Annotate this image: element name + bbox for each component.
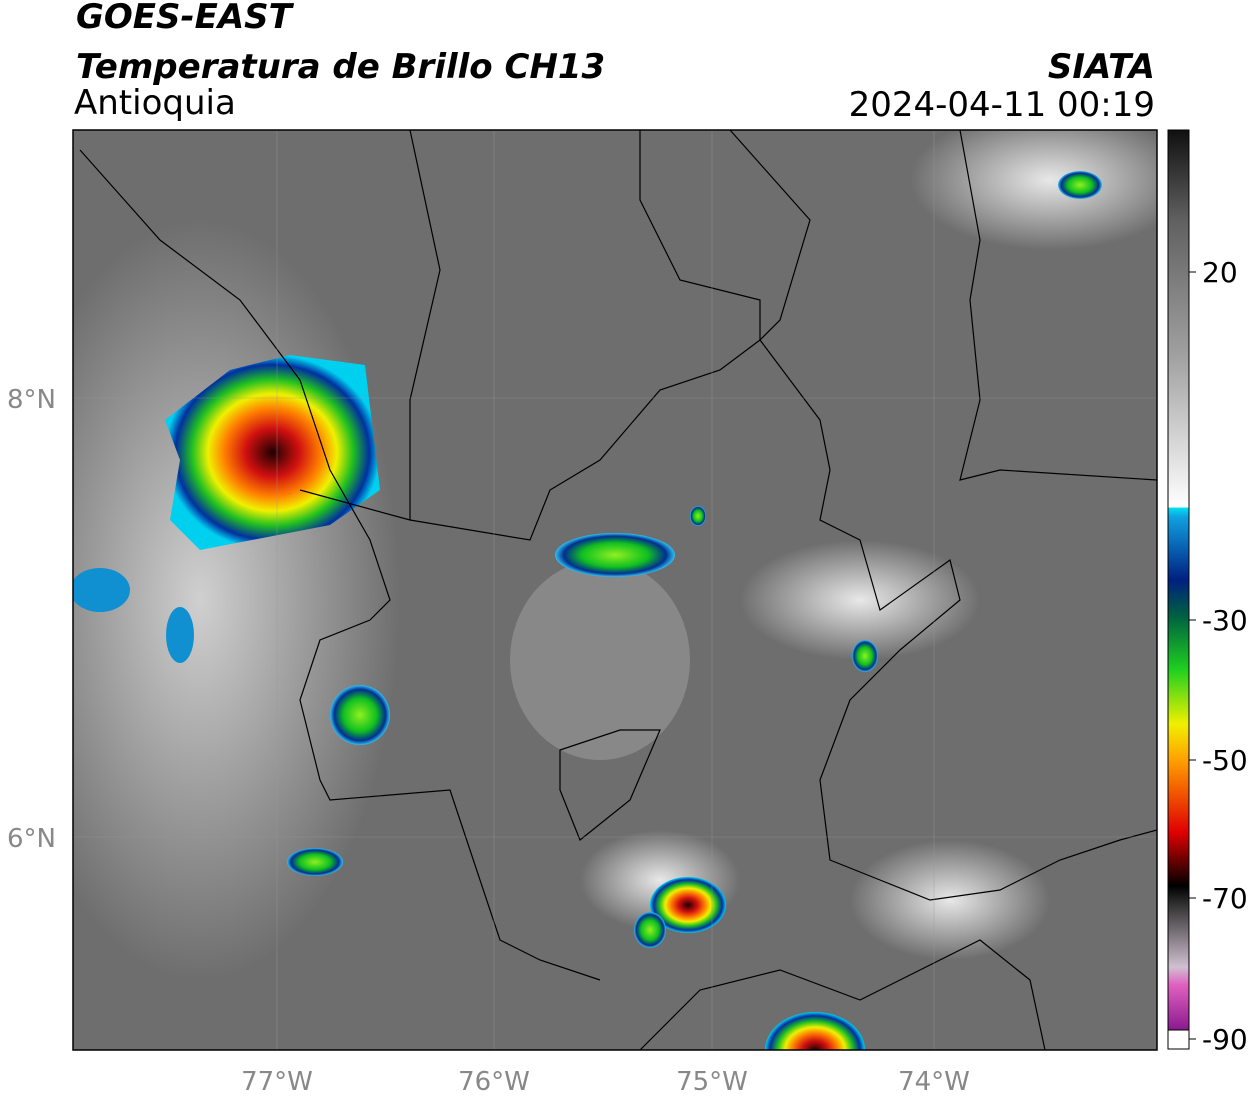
- cloud: [510, 560, 690, 760]
- border: [409, 130, 441, 520]
- colorbar-frame: [1167, 129, 1190, 1050]
- lon-label: 76°W: [458, 1067, 530, 1097]
- cloud: [850, 840, 1050, 960]
- border: [639, 939, 1046, 1050]
- colorbar-label: -50: [1202, 744, 1248, 777]
- satellite-title: GOES-EAST: [76, 0, 295, 37]
- storm-cell: [165, 355, 380, 550]
- product-title: Temperatura de Brillo CH13: [76, 47, 605, 87]
- storm-cell: [650, 877, 726, 933]
- datetime-label: 2024-04-11 00:19: [849, 85, 1155, 125]
- border: [79, 149, 601, 981]
- lon-label: 74°W: [898, 1067, 970, 1097]
- cloud: [740, 540, 980, 660]
- colorbar-label: -70: [1202, 882, 1248, 915]
- colorbar-label: 20: [1202, 256, 1238, 289]
- colorbar: [1168, 130, 1189, 1030]
- map-image: [73, 130, 1157, 1050]
- border: [959, 130, 1157, 481]
- storm-cell: [73, 568, 130, 612]
- region-label: Antioquia: [74, 83, 236, 123]
- storm-cell: [166, 607, 194, 663]
- colorbar-under: [1167, 1029, 1190, 1050]
- storm-cell: [555, 533, 675, 577]
- lat-label: 8°N: [7, 385, 56, 415]
- border: [299, 339, 1157, 901]
- lat-label: 6°N: [7, 824, 56, 854]
- lon-label: 77°W: [241, 1067, 313, 1097]
- colorbar-ticks: 20 -30 -50 -70 -90: [1189, 256, 1248, 1056]
- graticule: [73, 130, 1157, 1050]
- storm-cell: [690, 506, 706, 526]
- border: [639, 130, 811, 341]
- map-frame: [72, 129, 1158, 1051]
- storm-cell: [1058, 171, 1102, 199]
- source-label: SIATA: [1048, 47, 1155, 87]
- colorbar-label: -30: [1202, 604, 1248, 637]
- storm-cell: [852, 640, 878, 672]
- storm-cell: [765, 1012, 865, 1050]
- storm-cell: [330, 685, 390, 745]
- colorbar-label: -90: [1202, 1023, 1248, 1056]
- cloud: [910, 130, 1157, 250]
- lon-label: 75°W: [676, 1067, 748, 1097]
- storm-cell: [634, 912, 666, 948]
- border: [559, 729, 661, 841]
- storm-cell: [287, 848, 343, 876]
